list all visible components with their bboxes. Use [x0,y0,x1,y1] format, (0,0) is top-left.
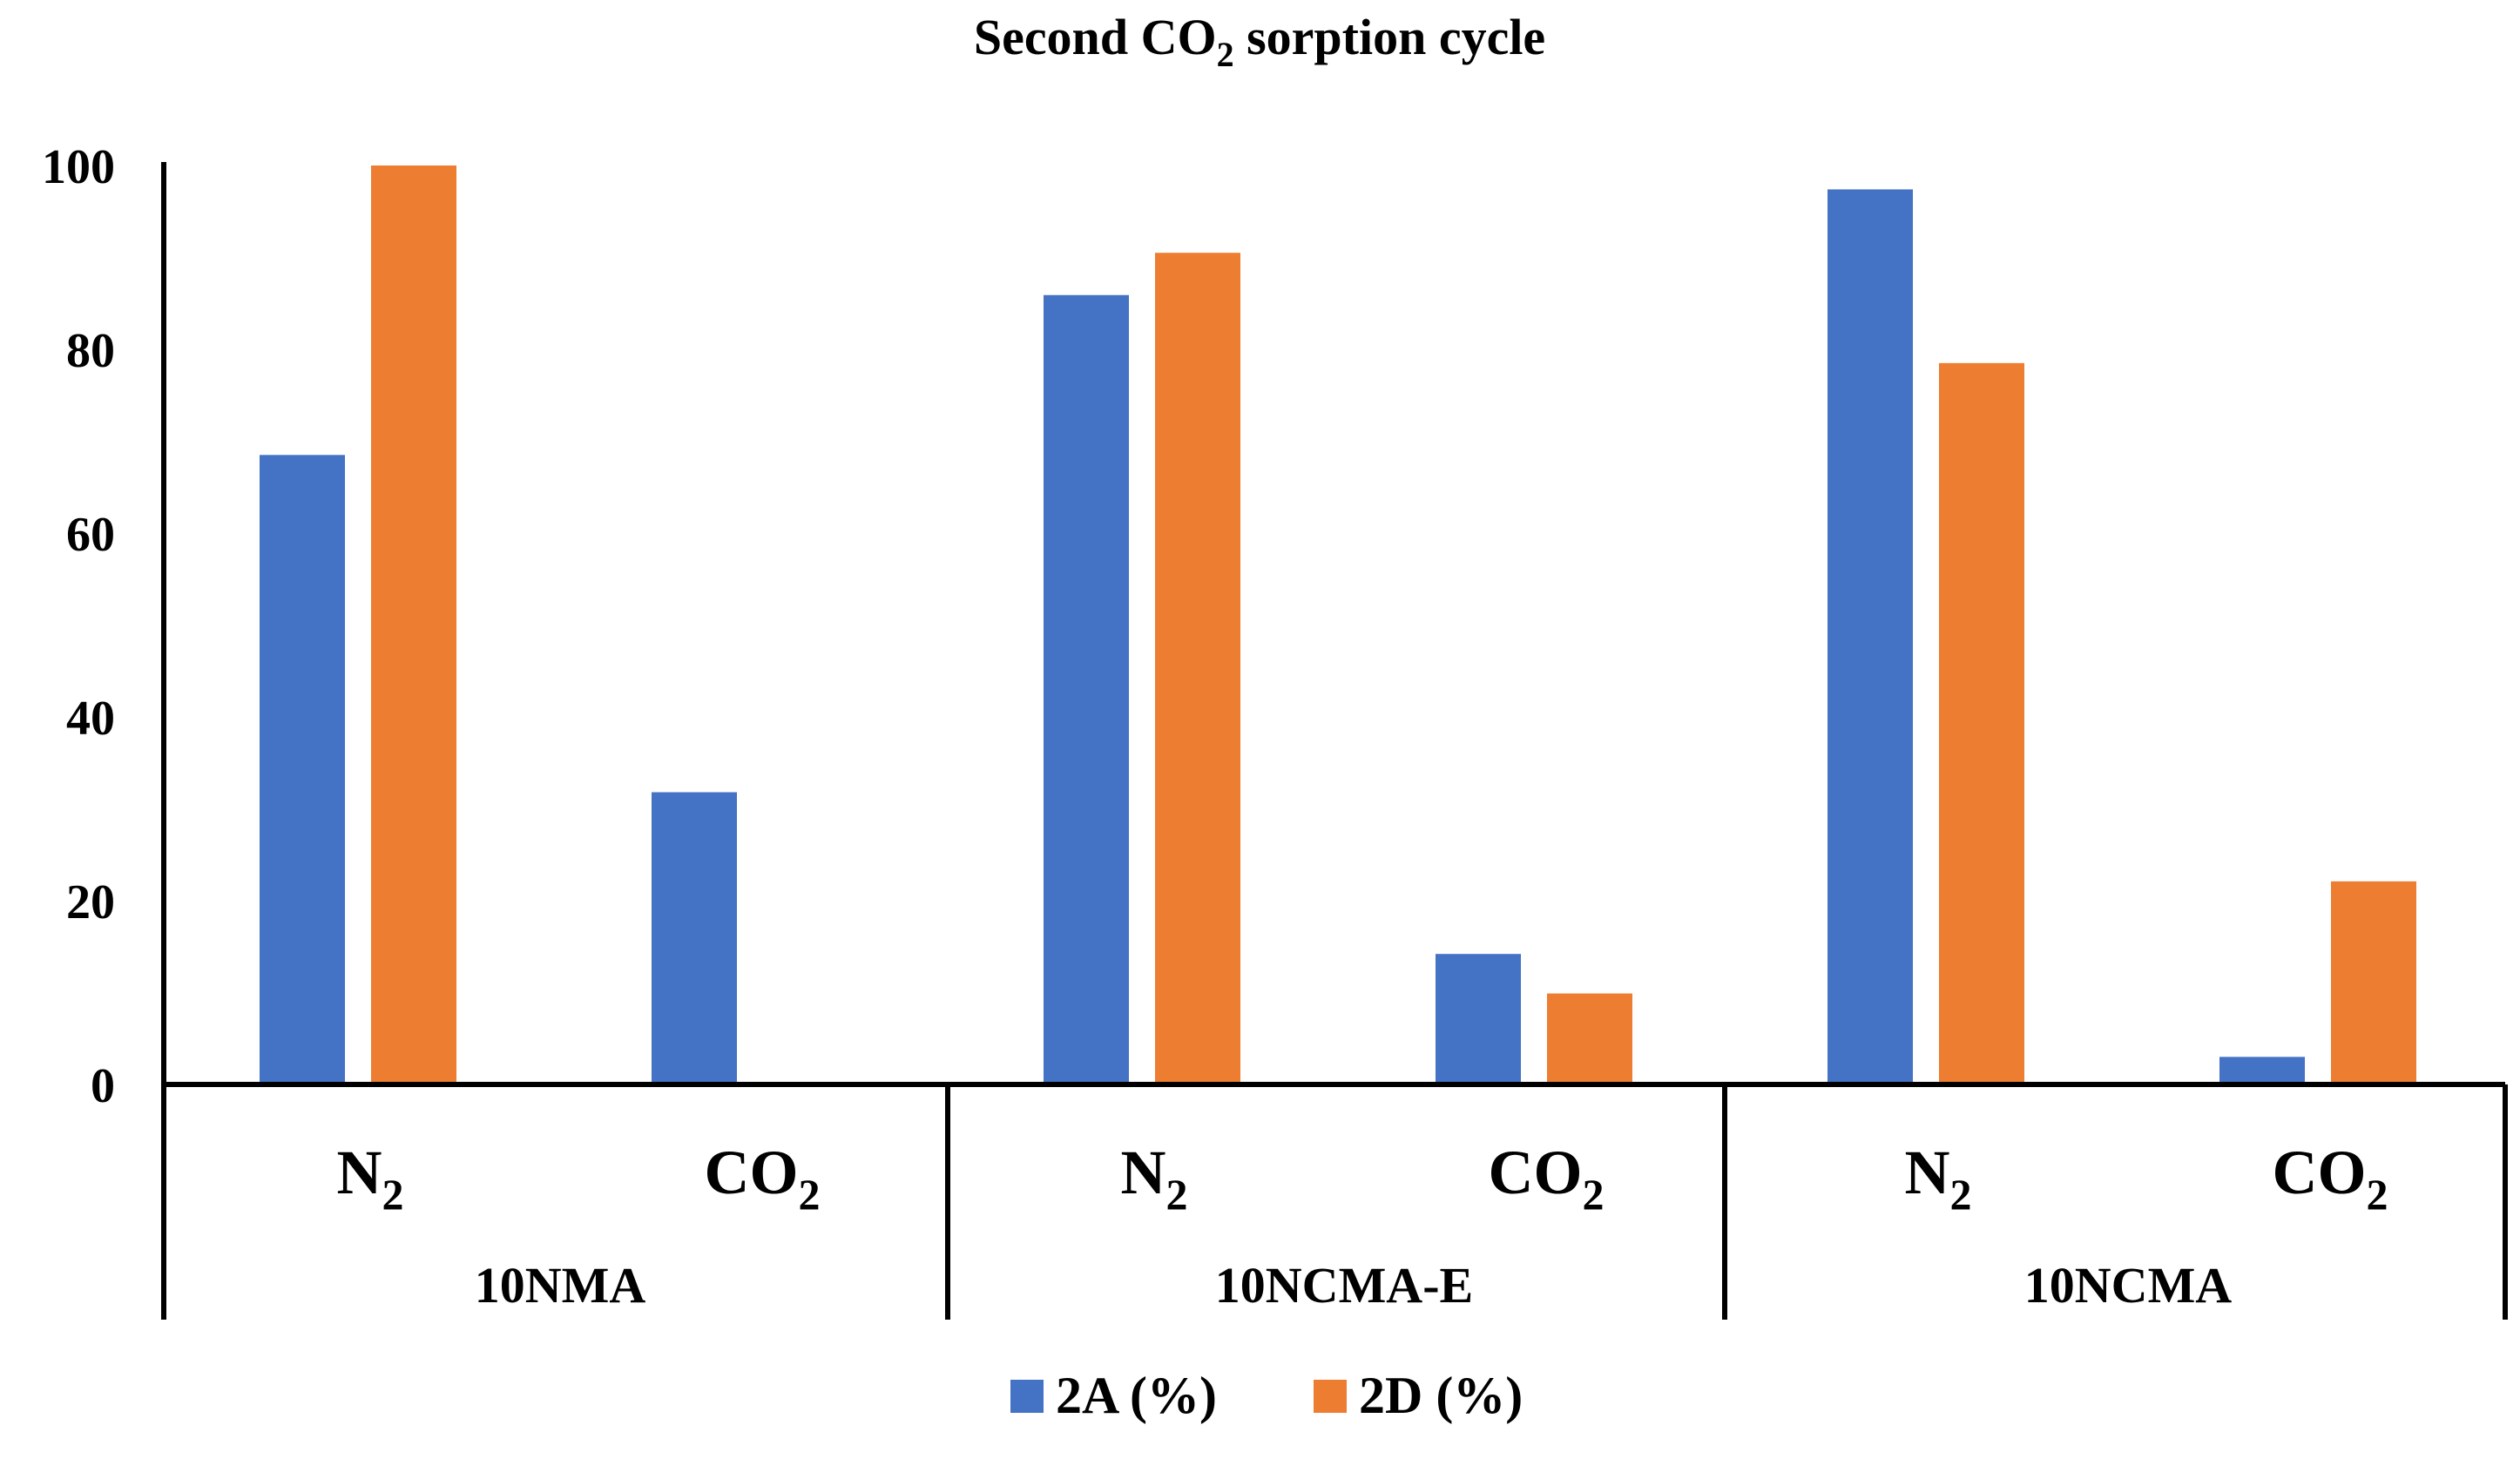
category-label-base: CO [705,1138,799,1207]
legend-item: 2A (%) [1010,1367,1217,1424]
category-label-subscript: 2 [382,1170,404,1219]
legend-label: 2D (%) [1359,1367,1523,1424]
bar-2a-5 [2219,1057,2305,1084]
chart-title-subscript: 2 [1217,35,1234,74]
category-label-subscript: 2 [1166,1170,1188,1219]
bar-2a-1 [652,792,737,1084]
bars [260,165,2416,1085]
category-label-base: N [1905,1138,1950,1207]
category-label: CO2 [2273,1138,2388,1219]
bar-2a-3 [1436,954,1521,1084]
bar-2d-0 [371,165,456,1084]
group-labels: 10NMA 10NCMA-E 10NCMA [475,1257,2233,1314]
legend-item: 2D (%) [1314,1367,1523,1424]
y-tick-label: 40 [66,692,115,746]
category-label: N2 [337,1138,404,1219]
category-label-base: N [1121,1138,1166,1207]
group-label: 10NCMA-E [1215,1257,1473,1314]
legend: 2A (%) 2D (%) [1010,1367,1523,1424]
bar-2d-4 [1939,362,2024,1084]
bar-2a-0 [260,455,345,1084]
group-label: 10NMA [475,1257,646,1314]
y-tick-label: 20 [66,875,115,929]
chart-title-rest: sorption cycle [1234,9,1546,65]
category-label-base: N [337,1138,382,1207]
chart-title-main: Second CO [974,9,1217,65]
category-label: N2 [1121,1138,1188,1219]
legend-swatch [1314,1380,1347,1413]
category-label-base: CO [1489,1138,1583,1207]
category-label-base: CO [2273,1138,2367,1207]
category-label-subscript: 2 [799,1170,821,1219]
bar-2d-5 [2331,881,2416,1084]
category-label: N2 [1905,1138,1972,1219]
group-label: 10NCMA [2024,1257,2233,1314]
y-tick-label: 80 [66,324,115,378]
axes [161,162,2508,1320]
legend-swatch [1010,1380,1044,1413]
y-tick-label: 0 [91,1059,115,1113]
chart-title: Second CO2 sorption cycle [974,9,1545,74]
y-tick-label: 60 [66,508,115,562]
category-label-subscript: 2 [1950,1170,1972,1219]
bar-2a-2 [1044,294,1129,1084]
legend-label: 2A (%) [1056,1367,1217,1424]
category-label-subscript: 2 [1583,1170,1605,1219]
category-label: CO2 [1489,1138,1605,1219]
y-axis-ticks: 0 20 40 60 80 100 [42,140,115,1113]
category-label: CO2 [705,1138,821,1219]
bar-2a-4 [1828,189,1913,1085]
y-tick-label: 100 [42,140,115,194]
bar-2d-2 [1155,253,1240,1085]
category-label-subscript: 2 [2367,1170,2388,1219]
category-labels: N2 CO2 N2 CO2 N2 CO2 [337,1138,2388,1219]
bar-2d-3 [1547,993,1632,1084]
